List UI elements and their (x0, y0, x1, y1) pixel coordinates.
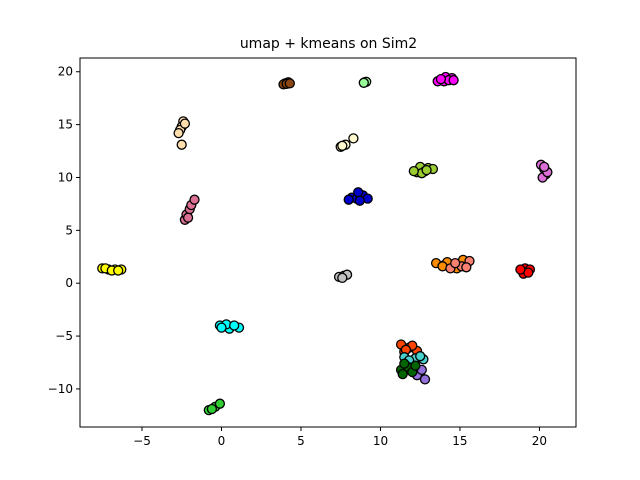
data-point-cluster-9-5 (182, 212, 194, 223)
chart-title: umap + kmeans on Sim2 (240, 36, 417, 52)
data-point-cluster-10-3 (337, 272, 348, 284)
data-point-cluster-1-4 (284, 78, 295, 89)
data-point-cluster-18-4 (410, 360, 421, 371)
data-point-cluster-6-7 (408, 165, 419, 177)
data-point-cluster-16-4 (415, 351, 426, 362)
y-tick-label: 15 (58, 118, 73, 132)
data-point-cluster-7-5 (539, 161, 550, 173)
data-point-cluster-4-5 (179, 118, 191, 129)
y-tick-label: −5 (55, 329, 73, 343)
data-point-cluster-14-4 (229, 320, 240, 331)
data-point-cluster-18-3 (399, 358, 410, 369)
y-tick-label: 10 (58, 170, 73, 184)
data-point-cluster-5-3 (337, 140, 348, 151)
data-point-cluster-12-3 (450, 257, 461, 269)
plot-area (80, 58, 576, 427)
data-points (97, 71, 553, 416)
data-point-cluster-9-4 (189, 194, 200, 205)
y-tick-label: 5 (65, 223, 73, 237)
data-point-cluster-3-6 (448, 75, 459, 86)
data-point-cluster-6-6 (421, 164, 432, 176)
data-point-cluster-13-5 (515, 264, 526, 275)
data-point-cluster-8-5 (343, 194, 354, 205)
data-point-cluster-18-5 (397, 368, 408, 380)
x-tick-label: 20 (532, 434, 547, 448)
data-point-cluster-2-2 (358, 77, 369, 88)
data-point-cluster-17-2 (419, 374, 431, 385)
x-tick-label: 10 (373, 434, 388, 448)
x-tick-label: −5 (133, 434, 151, 448)
data-point-cluster-4-4 (176, 139, 187, 150)
data-point-cluster-19-2 (214, 398, 226, 409)
x-tick-label: 5 (297, 434, 305, 448)
data-point-cluster-8-4 (353, 187, 364, 198)
plot-frame (79, 57, 577, 428)
x-tick-label: 0 (218, 434, 226, 448)
data-point-cluster-0-6 (113, 265, 124, 276)
data-point-cluster-5-2 (348, 133, 359, 144)
data-point-cluster-8-6 (354, 195, 365, 206)
data-point-cluster-19-3 (206, 403, 218, 415)
y-tick-label: 20 (58, 65, 73, 79)
x-axis: −5 0 5 10 15 20 (133, 427, 547, 448)
data-point-cluster-4-3 (173, 127, 184, 139)
data-point-cluster-3-5 (435, 73, 447, 85)
data-point-cluster-12-4 (461, 262, 472, 273)
y-axis: −10 −5 0 5 10 15 20 (48, 65, 80, 396)
y-tick-label: 0 (65, 276, 73, 290)
y-tick-label: −10 (48, 382, 73, 396)
data-point-cluster-14-5 (216, 322, 227, 333)
x-tick-label: 15 (452, 434, 467, 448)
